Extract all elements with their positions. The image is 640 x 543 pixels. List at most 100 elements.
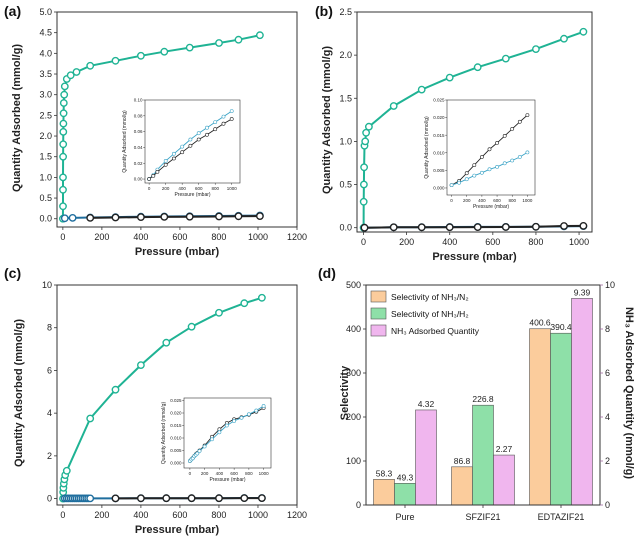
data-point — [362, 128, 370, 137]
inset-data-point — [221, 114, 226, 119]
data-point — [136, 51, 145, 60]
y2-tick-label: 6 — [605, 368, 610, 378]
y-tick-label: 1.0 — [339, 136, 352, 146]
inset-y-tick-label: 0.005 — [170, 448, 182, 453]
panel-label: (c) — [4, 265, 21, 281]
inset-data-point — [213, 120, 218, 125]
inset-b: 0 200 400 600 800 1000 0.000 0.005 0.010 0.015 0.0… — [421, 96, 539, 211]
bar-value-label: 400.6 — [529, 318, 551, 328]
x-tick-label: 0 — [361, 237, 366, 247]
inset-x-tick-label: 800 — [245, 471, 253, 476]
inset-data-point — [525, 113, 530, 118]
bar — [415, 409, 437, 506]
bar — [550, 332, 572, 506]
plot-frame — [356, 11, 593, 233]
inset-data-point — [502, 161, 507, 166]
plot-frame — [56, 284, 298, 506]
data-point — [86, 494, 95, 503]
inset-data-point — [229, 109, 234, 114]
y-tick-label: 10 — [42, 280, 52, 290]
inset-x-axis-title: Pressure (mbar) — [209, 477, 245, 483]
data-point — [215, 494, 223, 503]
x-tick-label: 800 — [528, 237, 543, 247]
inset-data-point — [151, 173, 156, 178]
data-point — [215, 308, 223, 317]
inset-x-tick-label: 0 — [450, 198, 453, 203]
x-axis-title: Pressure (mbar) — [432, 251, 517, 263]
legend-swatch — [370, 290, 387, 303]
data-point — [59, 152, 67, 161]
y-axis-title: Quantity Adsorbed (mmol/g) — [321, 46, 333, 194]
legend: Selectivity of NH₃/N₂ Selectivity of NH₃/… — [370, 290, 480, 337]
y2-tick-label: 0 — [605, 500, 610, 510]
y-tick-label: 0 — [356, 500, 361, 510]
data-point — [389, 102, 398, 110]
x-tick-label: 200 — [94, 510, 109, 520]
y-tick-label: 1.5 — [339, 93, 352, 103]
data-point — [86, 61, 95, 70]
data-point — [240, 494, 249, 502]
inset-y-tick-label: 0.025 — [433, 98, 445, 103]
x-tick-label: 1000 — [248, 510, 268, 520]
y-tick-label: 0.0 — [339, 223, 352, 233]
category-label: Pure — [395, 512, 414, 522]
inset-data-point — [472, 173, 477, 178]
data-point — [215, 212, 223, 221]
data-point — [360, 163, 368, 172]
inset-data-point — [210, 437, 214, 442]
bar-value-label: 390.4 — [550, 322, 572, 332]
data-point — [136, 361, 145, 369]
data-point — [86, 213, 95, 222]
bar — [472, 404, 494, 506]
inset-data-point — [517, 119, 522, 124]
inset-data-point — [487, 167, 492, 172]
x-axis-title: Pressure (mbar) — [135, 524, 220, 536]
legend-swatch — [370, 324, 387, 337]
data-point — [445, 73, 454, 82]
data-point — [417, 85, 426, 94]
x-tick-label: 600 — [172, 232, 187, 242]
data-point — [160, 47, 169, 56]
inset-x-tick-label: 200 — [162, 186, 170, 191]
inset-y-axis-title: Quantity Adsorbed (mmol/g) — [161, 402, 167, 465]
legend-label: NH₃ Adsorbed Quantity — [391, 326, 480, 336]
inset-frame — [144, 99, 241, 184]
data-point — [560, 34, 568, 43]
data-point — [59, 173, 67, 182]
inset-y-tick-label: 0.025 — [170, 398, 182, 403]
data-point — [240, 299, 249, 308]
inset-data-point — [464, 171, 469, 176]
legend-swatch — [370, 307, 387, 320]
data-point — [59, 119, 68, 128]
inset-data-point — [261, 404, 266, 408]
y-tick-label: 4 — [47, 408, 52, 418]
data-point — [187, 494, 196, 503]
inset-data-point — [202, 444, 207, 449]
data-point — [59, 140, 68, 149]
inset-data-point — [239, 415, 244, 420]
category-label: SFZIF21 — [465, 512, 500, 522]
inset-x-tick-label: 400 — [478, 198, 486, 203]
data-point — [59, 185, 67, 194]
inset-data-point — [517, 155, 522, 159]
inset-data-point — [229, 117, 234, 121]
data-point — [59, 202, 67, 211]
inset-data-point — [487, 147, 492, 152]
y-tick-label: 2.5 — [39, 110, 52, 120]
inset-data-point — [180, 144, 185, 149]
plot-frame — [56, 11, 298, 228]
data-point — [136, 494, 145, 503]
inset-data-point — [188, 137, 193, 142]
y2-axis-title: NH₃ Adsorbed Quantity (mmol/g) — [623, 307, 635, 479]
y-tick-label: 0.5 — [39, 193, 52, 203]
x-tick-label: 600 — [485, 237, 500, 247]
y2-tick-label: 10 — [605, 280, 615, 290]
data-point — [111, 56, 120, 65]
inset-data-point — [525, 150, 530, 155]
inset-a: 0 200 400 600 800 1000 0.00 0.02 0.04 0.06 0.08 0.1… — [119, 96, 244, 199]
panel-label: (b) — [315, 3, 333, 19]
inset-x-tick-label: 800 — [211, 186, 219, 191]
inset-c: 0 200 400 600 800 1000 0.000 0.005 0.010 0.015 0.0… — [158, 394, 275, 484]
bar — [571, 298, 593, 506]
data-point — [160, 212, 169, 221]
